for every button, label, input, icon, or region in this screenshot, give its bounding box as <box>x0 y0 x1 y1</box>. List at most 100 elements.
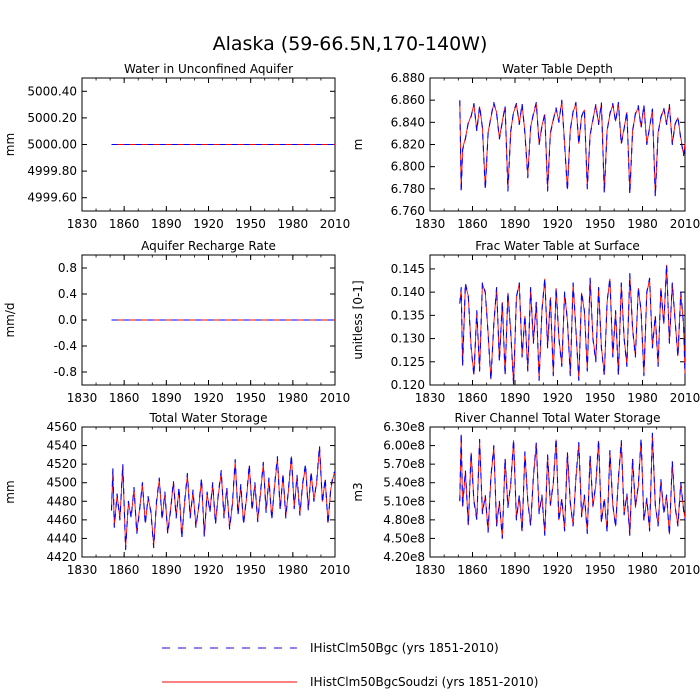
x-tick-label: 1890 <box>500 563 531 577</box>
x-tick-label: 1980 <box>278 563 309 577</box>
y-tick-label: 6.840 <box>391 115 425 129</box>
chart-panel-4: Total Water Storage mm 1830 1860 1890 1920 195… <box>3 411 350 577</box>
y-tick-label: 6.860 <box>391 93 425 107</box>
x-tick-label: 1860 <box>457 217 488 231</box>
y-tick-label: 0.8 <box>58 261 77 275</box>
y-tick-label: -0.4 <box>54 339 77 353</box>
y-tick-label: 0.0 <box>58 313 77 327</box>
panel-title: River Channel Total Water Storage <box>454 411 660 425</box>
y-axis-label: m <box>351 139 365 151</box>
x-tick-label: 1890 <box>151 217 182 231</box>
y-tick-label: 4420 <box>46 550 77 564</box>
series-line-bgc <box>459 263 686 386</box>
y-tick-label: 6.800 <box>391 160 425 174</box>
chart-panel-1: Water Table Depth m 1830 1860 1890 1920 1950 19… <box>351 62 700 231</box>
chart-panel-3: Frac Water Table at Surface unitless [0-1… <box>351 239 700 405</box>
x-tick-label: 1860 <box>109 563 140 577</box>
y-tick-label: 6.760 <box>391 204 425 218</box>
x-tick-label: 2010 <box>320 391 351 405</box>
x-tick-label: 2010 <box>670 563 700 577</box>
y-tick-label: 4560 <box>46 420 77 434</box>
panel-title: Frac Water Table at Surface <box>475 239 639 253</box>
x-tick-label: 1950 <box>585 217 616 231</box>
panel-title: Total Water Storage <box>148 411 267 425</box>
y-tick-label: 4500 <box>46 476 77 490</box>
x-tick-label: 1980 <box>627 563 658 577</box>
x-tick-label: 1950 <box>235 217 266 231</box>
x-tick-label: 1980 <box>627 217 658 231</box>
y-tick-label: 6.30e8 <box>383 420 425 434</box>
x-tick-label: 1830 <box>67 391 98 405</box>
y-tick-label: 5000.40 <box>27 84 77 98</box>
y-tick-label: 5.40e8 <box>383 476 425 490</box>
chart-panel-0: Water in Unconfined Aquifer mm 1830 1860 189… <box>3 62 350 231</box>
plot-frame <box>81 426 336 558</box>
y-tick-label: 0.140 <box>391 285 425 299</box>
y-tick-label: 4460 <box>46 513 77 527</box>
x-tick-label: 1830 <box>415 391 446 405</box>
x-tick-label: 1920 <box>193 217 224 231</box>
x-tick-label: 1980 <box>627 391 658 405</box>
x-tick-label: 1920 <box>542 391 573 405</box>
y-tick-label: 4440 <box>46 531 77 545</box>
x-tick-label: 1920 <box>193 391 224 405</box>
panel-title: Water Table Depth <box>502 62 613 76</box>
x-tick-label: 2010 <box>670 217 700 231</box>
legend: IHistClm50Bgc (yrs 1851-2010) IHistClm50… <box>162 641 538 689</box>
x-tick-label: 1890 <box>500 391 531 405</box>
x-tick-label: 1980 <box>278 391 309 405</box>
series-line-bgc <box>110 445 336 551</box>
chart-panel-5: River Channel Total Water Storage m3 1830 1… <box>351 411 700 577</box>
y-tick-label: 5000.20 <box>27 111 77 125</box>
x-tick-label: 1890 <box>151 563 182 577</box>
x-tick-label: 2010 <box>320 217 351 231</box>
y-axis-label: m3 <box>351 482 365 501</box>
panel-title: Water in Unconfined Aquifer <box>124 62 293 76</box>
x-tick-label: 1920 <box>542 217 573 231</box>
legend-label-soudzi: IHistClm50BgcSoudzi (yrs 1851-2010) <box>310 675 538 689</box>
x-tick-label: 2010 <box>320 563 351 577</box>
y-tick-label: -0.8 <box>54 365 77 379</box>
x-tick-label: 1950 <box>585 391 616 405</box>
y-tick-label: 4999.60 <box>27 191 77 205</box>
y-axis-label: mm <box>3 480 17 503</box>
x-tick-label: 1950 <box>235 563 266 577</box>
x-tick-label: 1860 <box>457 563 488 577</box>
y-axis-label: unitless [0-1] <box>351 280 365 359</box>
y-tick-label: 0.130 <box>391 332 425 346</box>
chart-panel-2: Aquifer Recharge Rate mm/d 1830 1860 1890 192… <box>3 239 350 405</box>
x-tick-label: 1890 <box>151 391 182 405</box>
y-tick-label: 5.70e8 <box>383 457 425 471</box>
series-line-soudzi <box>459 434 686 538</box>
y-tick-label: 4.20e8 <box>383 550 425 564</box>
y-tick-label: 4999.80 <box>27 164 77 178</box>
chart-panels: Water in Unconfined Aquifer mm 1830 1860 189… <box>3 62 700 577</box>
y-axis-label: mm <box>3 133 17 156</box>
y-tick-label: 6.00e8 <box>383 439 425 453</box>
y-tick-label: 4540 <box>46 439 77 453</box>
series-line-bgc <box>459 432 686 539</box>
x-tick-label: 1860 <box>109 391 140 405</box>
y-tick-label: 6.820 <box>391 138 425 152</box>
x-tick-label: 1860 <box>109 217 140 231</box>
y-axis-label: mm/d <box>3 302 17 337</box>
x-tick-label: 1920 <box>542 563 573 577</box>
x-tick-label: 1950 <box>235 391 266 405</box>
y-tick-label: 4520 <box>46 457 77 471</box>
x-tick-label: 2010 <box>670 391 700 405</box>
x-tick-label: 1830 <box>415 217 446 231</box>
legend-label-bgc: IHistClm50Bgc (yrs 1851-2010) <box>310 641 499 655</box>
y-tick-label: 0.4 <box>58 287 77 301</box>
x-tick-label: 1830 <box>415 563 446 577</box>
x-tick-label: 1980 <box>278 217 309 231</box>
x-tick-label: 1950 <box>585 563 616 577</box>
y-tick-label: 0.120 <box>391 378 425 392</box>
x-tick-label: 1830 <box>67 217 98 231</box>
y-tick-label: 6.880 <box>391 71 425 85</box>
y-tick-label: 0.125 <box>391 355 425 369</box>
x-tick-label: 1830 <box>67 563 98 577</box>
y-tick-label: 0.135 <box>391 308 425 322</box>
x-tick-label: 1920 <box>193 563 224 577</box>
y-tick-label: 5000.00 <box>27 138 77 152</box>
